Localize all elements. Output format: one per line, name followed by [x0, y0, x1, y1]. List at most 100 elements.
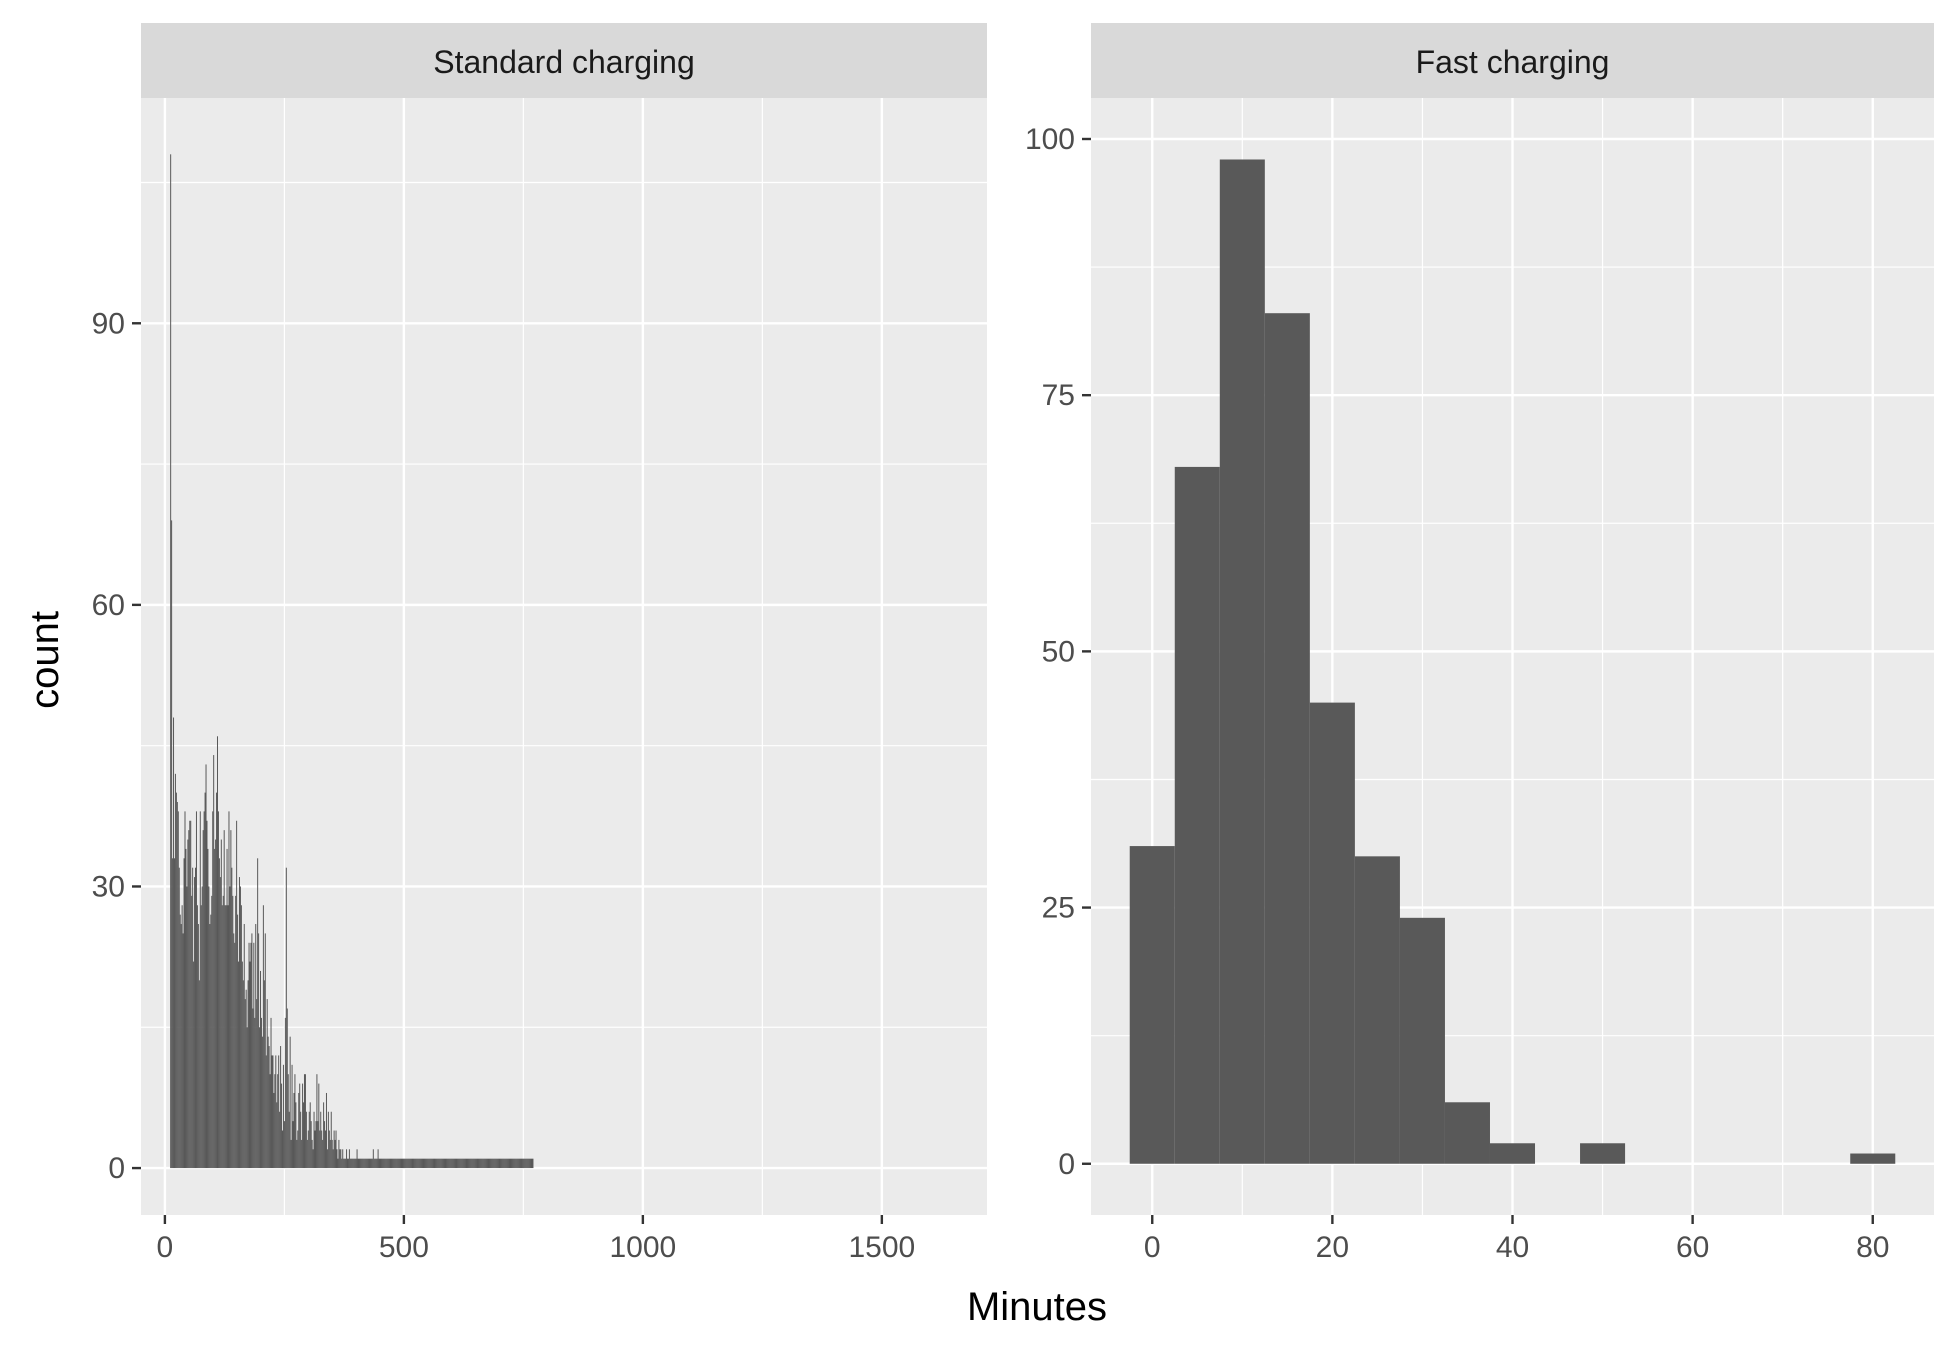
histogram-bar [368, 1158, 370, 1169]
x-tick-label: 0 [157, 1231, 174, 1264]
histogram-bar [432, 1158, 434, 1169]
histogram-bar [188, 830, 190, 1169]
histogram-bar [231, 867, 233, 1169]
histogram-bar [475, 1158, 477, 1169]
histogram-bar [386, 1158, 388, 1169]
histogram-bar [413, 1158, 415, 1169]
histogram-bar [447, 1158, 449, 1169]
y-tick-label: 75 [1042, 379, 1075, 412]
facet-standard-charging: Standard charging 0 500 1000 1500 0 30 60 90 [92, 23, 987, 1264]
histogram-bar [297, 1130, 299, 1169]
histogram-bar [284, 1017, 286, 1169]
histogram-bar [309, 1102, 311, 1169]
histogram-bar [463, 1158, 465, 1169]
histogram-bar [203, 811, 205, 1169]
histogram-bar [484, 1158, 486, 1169]
histogram-bar [1264, 313, 1310, 1164]
histogram-bar [259, 1027, 261, 1169]
histogram-bar [174, 773, 176, 1169]
histogram-bar [226, 848, 228, 1169]
histogram-bar [204, 792, 206, 1169]
histogram-bar [247, 980, 249, 1169]
histogram-bar [271, 1055, 273, 1169]
histogram-bar [314, 1130, 316, 1169]
histogram-bar [508, 1158, 510, 1169]
histogram-bar [362, 1158, 364, 1169]
histogram-bar [426, 1158, 428, 1169]
histogram-bar [268, 1046, 270, 1169]
histogram-bar [316, 1074, 318, 1169]
x-tick-label: 60 [1676, 1231, 1709, 1264]
histogram-bar [485, 1158, 487, 1169]
histogram-bar [349, 1158, 351, 1169]
histogram-bar [397, 1158, 399, 1169]
histogram-bar [529, 1158, 531, 1169]
facet-fast-charging: Fast charging 0 20 40 60 80 0 25 50 75 100 [1025, 23, 1934, 1264]
histogram-bar [440, 1158, 442, 1169]
histogram-bar [367, 1158, 369, 1169]
histogram-bar [519, 1158, 521, 1169]
histogram-bar [423, 1158, 425, 1169]
histogram-bar [326, 1149, 328, 1169]
histogram-bar [327, 1111, 329, 1169]
histogram-bar [361, 1158, 363, 1169]
facet-strip [141, 23, 987, 98]
histogram-bar [307, 1130, 309, 1169]
histogram-bar [491, 1158, 493, 1169]
histogram-bar [359, 1158, 361, 1169]
histogram-bar [477, 1158, 479, 1169]
histogram-bar [433, 1158, 435, 1169]
histogram-bar [524, 1158, 526, 1169]
histogram-bar [335, 1130, 337, 1169]
histogram-bar [1354, 856, 1400, 1164]
histogram-bar [499, 1158, 501, 1169]
histogram-bar [368, 1158, 370, 1169]
histogram-bar [282, 1130, 283, 1169]
histogram-bar [248, 942, 250, 1169]
histogram-bar [377, 1149, 379, 1169]
histogram-bar [236, 820, 238, 1169]
histogram-bar [511, 1158, 513, 1169]
histogram-bar [216, 736, 218, 1169]
histogram-bar [211, 895, 213, 1169]
histogram-bar [311, 1139, 313, 1169]
histogram-bar [285, 867, 287, 1169]
histogram-bar [422, 1158, 424, 1169]
histogram-bar [202, 830, 204, 1169]
histogram-bar [232, 895, 234, 1169]
histogram-bar [366, 1158, 368, 1169]
histogram-bar [199, 811, 201, 1169]
histogram-bar [325, 1092, 327, 1169]
histogram-bar [431, 1158, 433, 1169]
histogram-bar [235, 895, 237, 1169]
histogram-bar [438, 1158, 440, 1169]
histogram-bar [323, 1102, 325, 1169]
histogram-bar [223, 830, 225, 1169]
histogram-bar [354, 1158, 356, 1169]
x-tick-label: 40 [1496, 1231, 1529, 1264]
histogram-bar [525, 1158, 527, 1169]
histogram-bar [347, 1158, 349, 1169]
histogram-bar [520, 1158, 522, 1169]
histogram-bar [205, 764, 207, 1169]
histogram-bar [195, 867, 197, 1169]
histogram-bar [256, 999, 258, 1169]
histogram-bar [479, 1158, 481, 1169]
histogram-bar [178, 867, 180, 1169]
histogram-bar [320, 1111, 322, 1169]
histogram-bar [376, 1158, 378, 1169]
histogram-bar [457, 1158, 459, 1169]
histogram-bar [348, 1149, 350, 1169]
histogram-bar [512, 1158, 514, 1169]
histogram-bar [218, 858, 220, 1169]
histogram-bar [439, 1158, 441, 1169]
histogram-bar [468, 1158, 470, 1169]
histogram-bar [342, 1149, 344, 1169]
x-axis-title: Minutes [967, 1285, 1107, 1329]
histogram-bar [357, 1158, 359, 1169]
histogram-bar [251, 933, 253, 1169]
histogram-bar [370, 1158, 372, 1169]
histogram-bar [388, 1158, 390, 1169]
histogram-bar [275, 1055, 277, 1169]
histogram-bar [308, 1111, 310, 1169]
